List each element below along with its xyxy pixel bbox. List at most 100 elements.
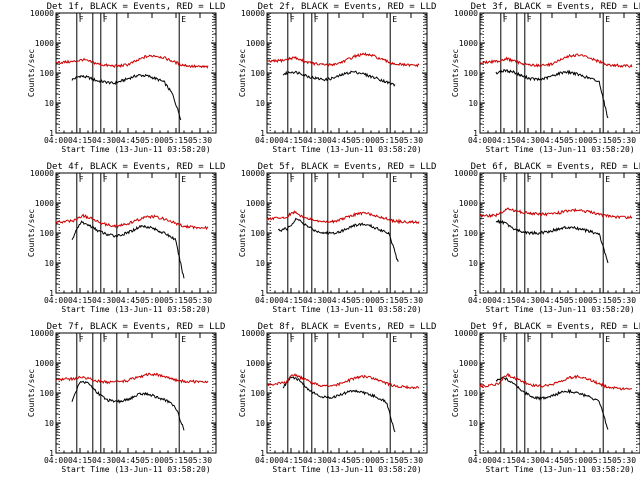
y-tick-label: 1000 — [459, 359, 478, 368]
x-tick-label: 05:00 — [140, 296, 164, 305]
x-tick-label: 04:30 — [92, 136, 116, 145]
x-tick-label: 04:15 — [492, 296, 516, 305]
y-tick-label: 1 — [260, 449, 265, 458]
x-tick-label: 04:45 — [540, 456, 564, 465]
lld-trace — [266, 210, 420, 225]
plot-frame — [266, 172, 428, 294]
x-axis-label: Start Time (13-Jun-11 03:58:20) — [485, 145, 634, 154]
x-tick-label: 04:00 — [44, 296, 68, 305]
event-marker-label: F — [290, 175, 295, 184]
chart-title: Det 5f, BLACK = Events, RED = LLD — [258, 162, 437, 172]
events-trace — [71, 220, 185, 279]
x-axis-label: Start Time (13-Jun-11 03:58:20) — [61, 465, 210, 474]
x-tick-label: 04:45 — [540, 296, 564, 305]
events-trace — [495, 68, 609, 119]
y-tick-label: 1 — [260, 129, 265, 138]
x-tick-label: 04:15 — [68, 136, 92, 145]
event-marker-label: F — [527, 15, 532, 24]
y-tick-label: 100 — [251, 229, 266, 238]
y-tick-label: 10 — [44, 419, 54, 428]
event-marker-label: E — [392, 335, 397, 344]
x-axis-label: Start Time (13-Jun-11 03:58:20) — [61, 145, 210, 154]
x-tick-label: 04:30 — [92, 456, 116, 465]
event-marker-label: E — [181, 15, 186, 24]
x-tick-label: 04:15 — [492, 456, 516, 465]
y-axis-label: Counts/sec — [238, 49, 247, 97]
y-tick-label: 100 — [40, 69, 55, 78]
plot-frame — [55, 12, 217, 134]
x-tick-label: 05:15 — [375, 296, 399, 305]
event-marker-label: F — [290, 335, 295, 344]
x-axis-label: Start Time (13-Jun-11 03:58:20) — [272, 305, 421, 314]
events-trace — [282, 376, 396, 433]
panel-6: Det 6f, BLACK = Events, RED = LLD 1 10 100 1… — [451, 162, 640, 314]
y-tick-label: 10 — [255, 259, 265, 268]
x-tick-label: 04:00 — [255, 136, 279, 145]
y-tick-label: 10000 — [30, 329, 54, 338]
x-axis-label: Start Time (13-Jun-11 03:58:20) — [61, 305, 210, 314]
lld-trace — [55, 54, 209, 69]
panel-1: Det 1f, BLACK = Events, RED = LLD 1 10 100 1… — [27, 2, 225, 154]
x-tick-label: 04:45 — [116, 136, 140, 145]
event-marker-label: E — [392, 15, 397, 24]
y-tick-label: 100 — [40, 389, 55, 398]
y-tick-label: 10000 — [30, 9, 54, 18]
y-tick-label: 10000 — [241, 329, 265, 338]
x-tick-label: 05:30 — [399, 456, 423, 465]
x-axis-label: Start Time (13-Jun-11 03:58:20) — [272, 465, 421, 474]
x-tick-label: 05:15 — [375, 456, 399, 465]
x-tick-label: 04:15 — [492, 136, 516, 145]
y-tick-label: 100 — [464, 389, 479, 398]
x-tick-label: 04:15 — [279, 296, 303, 305]
x-tick-label: 04:30 — [303, 296, 327, 305]
chart-title: Det 8f, BLACK = Events, RED = LLD — [258, 322, 437, 332]
events-trace — [277, 217, 399, 262]
y-tick-label: 10000 — [241, 9, 265, 18]
y-tick-label: 1000 — [459, 199, 478, 208]
x-tick-label: 04:30 — [516, 296, 540, 305]
panel-4: Det 4f, BLACK = Events, RED = LLD 1 10 100 1… — [27, 162, 225, 314]
chart-title: Det 1f, BLACK = Events, RED = LLD — [47, 2, 226, 12]
x-tick-label: 04:15 — [279, 136, 303, 145]
x-tick-label: 05:00 — [564, 456, 588, 465]
x-tick-label: 05:30 — [399, 296, 423, 305]
x-tick-label: 05:15 — [375, 136, 399, 145]
events-trace — [71, 380, 185, 431]
y-tick-label: 1000 — [459, 39, 478, 48]
x-tick-label: 04:00 — [468, 296, 492, 305]
plot-frame — [55, 332, 217, 454]
y-tick-label: 1 — [49, 449, 54, 458]
x-tick-label: 05:15 — [588, 296, 612, 305]
x-tick-label: 04:00 — [255, 456, 279, 465]
plot-frame — [479, 172, 640, 294]
x-tick-label: 05:00 — [140, 136, 164, 145]
event-marker-label: F — [79, 175, 84, 184]
x-tick-label: 04:30 — [516, 456, 540, 465]
x-tick-label: 05:15 — [164, 136, 188, 145]
y-tick-label: 1 — [49, 289, 54, 298]
x-tick-label: 04:00 — [44, 456, 68, 465]
x-tick-label: 05:00 — [351, 456, 375, 465]
x-axis-label: Start Time (13-Jun-11 03:58:20) — [485, 305, 634, 314]
y-tick-label: 1000 — [246, 359, 265, 368]
event-marker-label: F — [503, 335, 508, 344]
y-axis-label: Counts/sec — [238, 369, 247, 417]
y-axis-label: Counts/sec — [238, 209, 247, 257]
y-tick-label: 1 — [473, 129, 478, 138]
chart-title: Det 3f, BLACK = Events, RED = LLD — [471, 2, 640, 12]
y-tick-label: 1000 — [246, 199, 265, 208]
x-tick-label: 05:00 — [351, 136, 375, 145]
x-tick-label: 04:45 — [327, 296, 351, 305]
y-tick-label: 1000 — [35, 39, 54, 48]
events-trace — [282, 70, 396, 87]
y-tick-label: 1 — [260, 289, 265, 298]
chart-title: Det 7f, BLACK = Events, RED = LLD — [47, 322, 226, 332]
chart-title: Det 2f, BLACK = Events, RED = LLD — [258, 2, 437, 12]
lld-trace — [55, 372, 209, 385]
x-tick-label: 04:00 — [468, 456, 492, 465]
panel-8: Det 8f, BLACK = Events, RED = LLD 1 10 100 1… — [238, 322, 436, 474]
event-marker-label: E — [392, 175, 397, 184]
event-marker-label: F — [527, 335, 532, 344]
x-tick-label: 05:00 — [564, 136, 588, 145]
